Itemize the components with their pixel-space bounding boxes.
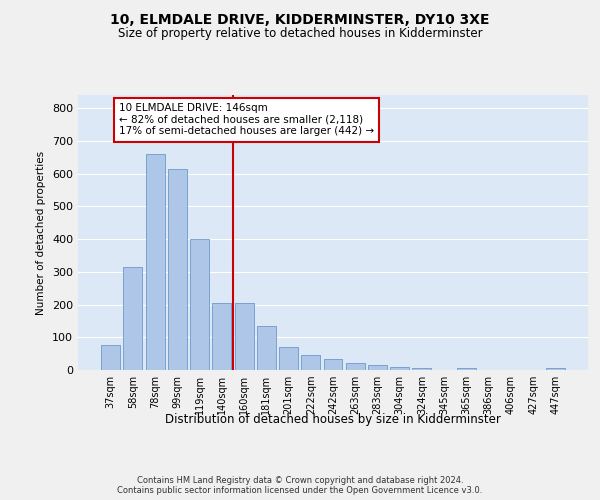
Bar xyxy=(146,154,164,370)
Bar xyxy=(279,347,298,370)
Bar xyxy=(235,303,254,370)
Bar xyxy=(457,368,476,370)
Bar xyxy=(190,239,209,370)
Bar xyxy=(368,365,387,370)
Bar xyxy=(212,303,231,370)
Bar xyxy=(168,168,187,370)
Text: Distribution of detached houses by size in Kidderminster: Distribution of detached houses by size … xyxy=(165,412,501,426)
Bar xyxy=(124,267,142,370)
Text: Contains HM Land Registry data © Crown copyright and database right 2024.
Contai: Contains HM Land Registry data © Crown c… xyxy=(118,476,482,495)
Bar xyxy=(301,356,320,370)
Bar xyxy=(546,368,565,370)
Bar xyxy=(323,358,343,370)
Bar xyxy=(390,366,409,370)
Text: 10 ELMDALE DRIVE: 146sqm
← 82% of detached houses are smaller (2,118)
17% of sem: 10 ELMDALE DRIVE: 146sqm ← 82% of detach… xyxy=(119,104,374,136)
Bar xyxy=(101,346,120,370)
Y-axis label: Number of detached properties: Number of detached properties xyxy=(37,150,46,314)
Text: Size of property relative to detached houses in Kidderminster: Size of property relative to detached ho… xyxy=(118,28,482,40)
Text: 10, ELMDALE DRIVE, KIDDERMINSTER, DY10 3XE: 10, ELMDALE DRIVE, KIDDERMINSTER, DY10 3… xyxy=(110,12,490,26)
Bar xyxy=(257,326,276,370)
Bar xyxy=(346,364,365,370)
Bar xyxy=(412,368,431,370)
